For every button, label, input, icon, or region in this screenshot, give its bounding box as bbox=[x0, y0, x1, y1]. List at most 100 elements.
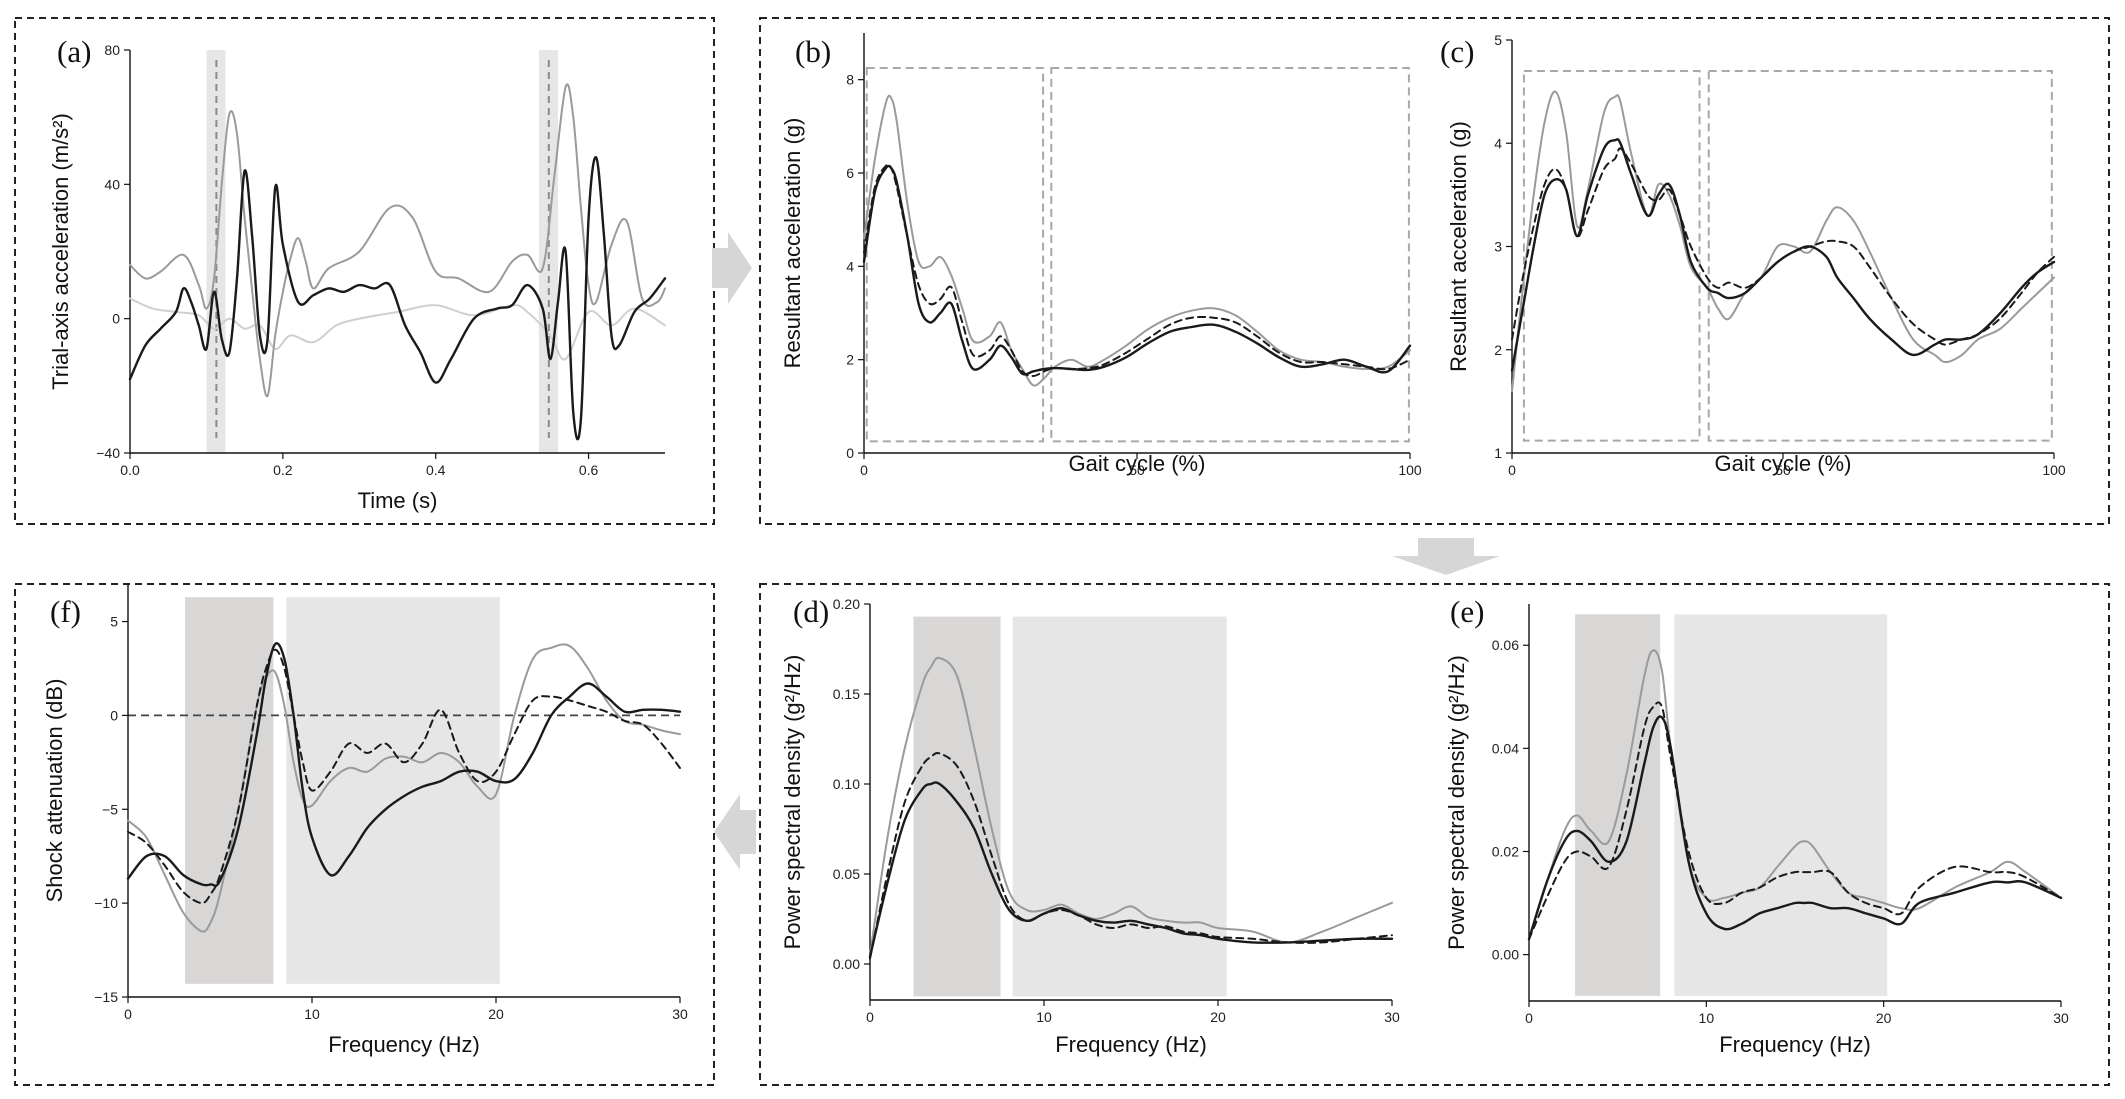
x-axis-label: Frequency (Hz) bbox=[1719, 1032, 1871, 1057]
y-axis-label: Power spectral density (g²/Hz) bbox=[780, 655, 805, 950]
panel-d: 0 10 20 30 0.00 0.05 0.10 0.15 0.20 Frequency (Hz… bbox=[780, 594, 1400, 1057]
y-tick-label: 6 bbox=[846, 165, 854, 181]
series-light-gray bbox=[129, 297, 666, 361]
left-arrow-icon bbox=[714, 794, 756, 870]
x-tick-label: 0 bbox=[860, 462, 868, 478]
y-axis-label: Shock attenuation (dB) bbox=[42, 679, 67, 903]
panel-c: 0 50 100 1 2 3 4 5 Gait cycle (%) Resultant accel… bbox=[1440, 32, 2066, 478]
y-tick-label: 0.00 bbox=[833, 956, 860, 972]
x-tick-label: 0.2 bbox=[273, 462, 293, 478]
y-tick-label: −15 bbox=[94, 989, 118, 1005]
y-tick-label: 0.00 bbox=[1492, 947, 1519, 963]
y-tick-label: 0.04 bbox=[1492, 740, 1519, 756]
x-axis-label: Frequency (Hz) bbox=[1055, 1032, 1207, 1057]
x-tick-label: 10 bbox=[1036, 1009, 1052, 1025]
y-tick-label: 0.10 bbox=[833, 776, 860, 792]
y-tick-label: 1 bbox=[1494, 445, 1502, 461]
series-dashed bbox=[127, 648, 681, 905]
x-tick-label: 10 bbox=[304, 1006, 320, 1022]
frame-bc bbox=[759, 17, 2110, 525]
x-tick-label: 0 bbox=[1508, 462, 1516, 478]
down-arrow-icon bbox=[1392, 538, 1500, 575]
x-tick-label: 30 bbox=[1384, 1009, 1400, 1025]
x-tick-label: 10 bbox=[1699, 1010, 1715, 1026]
x-axis-label: Frequency (Hz) bbox=[328, 1032, 480, 1057]
panel-a: 0.0 0.2 0.4 0.6 −40 0 40 80 Time (s) Trial-axis a… bbox=[48, 34, 667, 513]
band-2 bbox=[1012, 616, 1227, 997]
x-tick-label: 20 bbox=[1876, 1010, 1892, 1026]
x-tick-label: 0 bbox=[1525, 1010, 1533, 1026]
band-2 bbox=[1674, 614, 1888, 996]
panel-e: 0 10 20 30 0.00 0.02 0.04 0.06 Frequency (Hz) Pow… bbox=[1444, 594, 2069, 1057]
x-tick-label: 30 bbox=[2053, 1010, 2069, 1026]
y-tick-label: 0 bbox=[110, 707, 118, 723]
x-tick-label: 0.0 bbox=[120, 462, 140, 478]
series-black bbox=[126, 642, 682, 887]
series-black bbox=[868, 781, 1394, 958]
y-tick-label: 0.20 bbox=[833, 596, 860, 612]
x-tick-label: 0.6 bbox=[579, 462, 599, 478]
y-tick-label: 0.02 bbox=[1492, 843, 1519, 859]
y-tick-label: 0.06 bbox=[1492, 637, 1519, 653]
x-tick-label: 50 bbox=[1775, 462, 1791, 478]
series-gray bbox=[863, 94, 1411, 387]
band-1 bbox=[1575, 614, 1661, 996]
y-tick-label: 5 bbox=[110, 614, 118, 630]
y-axis-label: Trial-axis acceleration (m/s²) bbox=[48, 113, 73, 390]
y-tick-label: −40 bbox=[96, 445, 120, 461]
y-tick-label: 0.15 bbox=[833, 686, 860, 702]
panel-label: (c) bbox=[1440, 34, 1474, 69]
x-axis-label: Gait cycle (%) bbox=[1069, 451, 1206, 476]
panel-label: (d) bbox=[793, 594, 829, 629]
series-dashed bbox=[1528, 701, 2062, 941]
x-axis-label: Gait cycle (%) bbox=[1715, 451, 1852, 476]
panel-label: (b) bbox=[795, 34, 831, 69]
region-box-2 bbox=[1050, 67, 1410, 443]
frame-de bbox=[759, 583, 2110, 1086]
panel-label: (f) bbox=[50, 594, 81, 629]
y-tick-label: 0.05 bbox=[833, 866, 860, 882]
frame-f bbox=[14, 583, 715, 1086]
y-axis-label: Power spectral density (g²/Hz) bbox=[1444, 655, 1469, 950]
series-gray bbox=[127, 643, 681, 933]
y-tick-label: 0 bbox=[112, 311, 120, 327]
x-tick-label: 20 bbox=[488, 1006, 504, 1022]
panel-label: (e) bbox=[1450, 594, 1484, 629]
y-tick-label: 0 bbox=[846, 445, 854, 461]
y-axis-label: Resultant acceleration (g) bbox=[1446, 121, 1471, 372]
series-black bbox=[862, 164, 1412, 376]
x-axis-label: Time (s) bbox=[358, 488, 438, 513]
x-tick-label: 100 bbox=[1398, 462, 1422, 478]
y-tick-label: 5 bbox=[1494, 32, 1502, 48]
series-gray bbox=[869, 656, 1393, 956]
panel-f: 0 10 20 30 −15 −10 −5 0 5 Frequency (Hz) Shock att… bbox=[42, 584, 688, 1057]
panel-label: (a) bbox=[57, 34, 91, 69]
right-arrow-icon bbox=[712, 232, 752, 304]
x-tick-label: 30 bbox=[672, 1006, 688, 1022]
series-black bbox=[128, 156, 667, 441]
band-2 bbox=[286, 597, 500, 984]
y-tick-label: 3 bbox=[1494, 239, 1502, 255]
y-tick-label: 4 bbox=[1494, 135, 1502, 151]
x-tick-label: 100 bbox=[2042, 462, 2066, 478]
x-tick-label: 0 bbox=[866, 1009, 874, 1025]
region-box-1 bbox=[865, 67, 1045, 443]
panel-b: 0 50 100 0 2 4 6 8 Gait cycle (%) Resultant accel… bbox=[780, 33, 1422, 478]
x-tick-label: 20 bbox=[1210, 1009, 1226, 1025]
x-tick-label: 0 bbox=[124, 1006, 132, 1022]
y-tick-label: −5 bbox=[102, 801, 118, 817]
x-tick-label: 50 bbox=[1129, 462, 1145, 478]
y-tick-label: 4 bbox=[846, 258, 854, 274]
x-tick-label: 0.4 bbox=[426, 462, 446, 478]
region-box-2 bbox=[1707, 69, 2053, 442]
series-gray bbox=[1511, 90, 2055, 393]
series-black bbox=[1527, 715, 2063, 941]
y-tick-label: 2 bbox=[1494, 342, 1502, 358]
series-black bbox=[1510, 138, 2056, 372]
y-tick-label: 8 bbox=[846, 72, 854, 88]
y-tick-label: 80 bbox=[104, 42, 120, 58]
y-tick-label: 2 bbox=[846, 352, 854, 368]
y-axis-label: Resultant acceleration (g) bbox=[780, 118, 805, 369]
band-1 bbox=[185, 597, 274, 984]
